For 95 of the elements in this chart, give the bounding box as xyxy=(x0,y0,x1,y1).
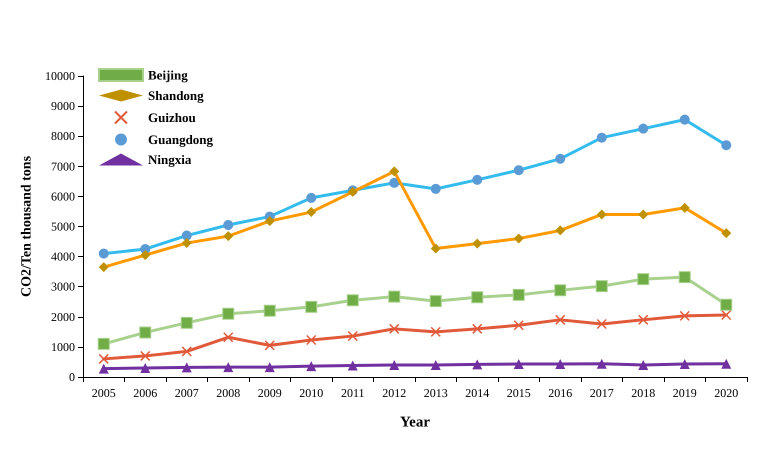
y-tick-label: 7000 xyxy=(51,159,75,174)
point xyxy=(306,361,316,372)
point xyxy=(596,318,607,330)
x-tick-label: 2007 xyxy=(174,386,199,400)
y-tick-label: 10000 xyxy=(45,69,75,83)
point xyxy=(637,273,650,286)
point xyxy=(222,308,234,320)
point xyxy=(306,192,316,203)
x-tick-label: 2005 xyxy=(92,386,116,400)
point xyxy=(98,364,109,374)
x-tick-label: 2011 xyxy=(340,386,365,400)
point xyxy=(721,358,732,369)
point xyxy=(98,338,110,350)
point xyxy=(514,165,524,176)
point xyxy=(389,324,400,334)
y-tick-label: 0 xyxy=(69,370,75,384)
x-tick-label: 2018 xyxy=(631,386,656,400)
point xyxy=(638,314,648,326)
point xyxy=(140,362,150,373)
point xyxy=(555,314,566,326)
x-tick-label: 2020 xyxy=(714,386,738,400)
x-tick-label: 2009 xyxy=(258,386,282,400)
point xyxy=(721,310,732,320)
point xyxy=(389,360,400,370)
point xyxy=(680,114,690,125)
point xyxy=(721,140,732,150)
point xyxy=(430,326,441,338)
point xyxy=(306,334,316,346)
point xyxy=(430,184,441,194)
point xyxy=(98,354,109,364)
point xyxy=(98,248,109,259)
point xyxy=(596,132,607,143)
legend-label: Guangdong xyxy=(148,132,214,147)
x-tick-label: 2010 xyxy=(299,386,324,400)
point xyxy=(680,310,690,322)
point xyxy=(514,320,524,330)
y-tick-label: 4000 xyxy=(51,250,75,264)
x-tick-label: 2006 xyxy=(133,386,158,400)
legend-label: Guizhou xyxy=(148,110,196,125)
x-tick-label: 2014 xyxy=(465,386,490,400)
point xyxy=(180,316,193,329)
point xyxy=(430,295,442,308)
x-tick-label: 2017 xyxy=(590,386,614,400)
point xyxy=(554,284,566,296)
point xyxy=(596,358,607,369)
point xyxy=(182,230,192,241)
point xyxy=(139,326,152,338)
point xyxy=(472,324,482,334)
x-tick-label: 2012 xyxy=(382,386,406,400)
point xyxy=(388,290,400,303)
point xyxy=(223,362,234,372)
point xyxy=(555,359,566,370)
point xyxy=(638,360,648,370)
y-tick-label: 6000 xyxy=(51,189,75,204)
point xyxy=(471,291,484,304)
point xyxy=(472,359,482,370)
y-tick-label: 2000 xyxy=(51,310,75,324)
point xyxy=(678,271,691,284)
point xyxy=(348,360,358,371)
legend-label: Shandong xyxy=(148,88,204,103)
point xyxy=(264,304,276,317)
y-tick-label: 9000 xyxy=(51,99,75,114)
x-tick-label: 2015 xyxy=(506,386,531,400)
x-axis-title: Year xyxy=(400,414,430,430)
point xyxy=(430,360,441,370)
y-tick-label: 8000 xyxy=(51,129,75,144)
point xyxy=(512,288,525,301)
point xyxy=(223,220,234,230)
point xyxy=(348,330,358,342)
y-tick-label: 5000 xyxy=(51,220,75,234)
point xyxy=(680,359,690,370)
point xyxy=(264,362,275,372)
x-tick-label: 2019 xyxy=(672,386,697,400)
x-tick-label: 2008 xyxy=(216,386,240,400)
point xyxy=(264,340,275,351)
point xyxy=(555,154,566,164)
x-tick-label: 2016 xyxy=(548,386,572,400)
point xyxy=(182,362,192,372)
y-tick-label: 1000 xyxy=(51,340,75,354)
point xyxy=(472,174,482,185)
point xyxy=(182,346,192,357)
legend-label: Ningxia xyxy=(148,152,192,167)
y-axis-title: CO2/Ten thousand tons xyxy=(20,155,35,298)
point xyxy=(596,280,608,292)
point xyxy=(346,294,359,306)
point xyxy=(389,178,400,188)
point xyxy=(140,350,150,362)
legend-label: Beijing xyxy=(148,68,188,82)
point xyxy=(638,124,648,134)
x-tick-label: 2013 xyxy=(424,386,448,400)
point xyxy=(514,359,524,370)
y-tick-label: 3000 xyxy=(51,280,75,294)
point xyxy=(720,298,732,311)
point xyxy=(223,332,234,343)
point xyxy=(305,300,318,313)
